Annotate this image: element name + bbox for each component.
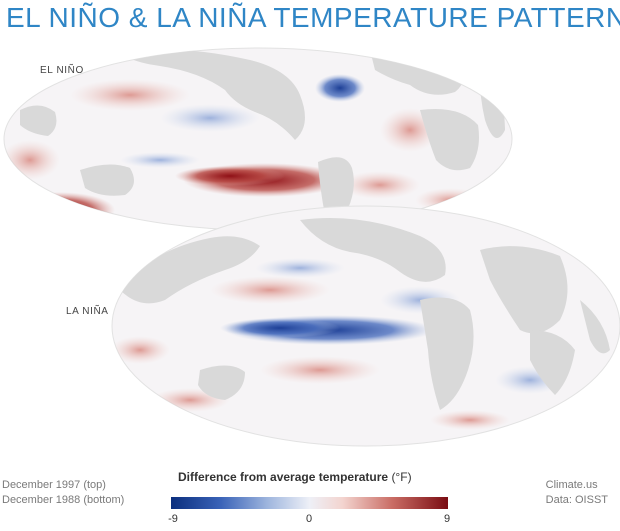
bottom-map-date: December 1988 (bottom) [2,494,125,506]
legend-title-text: Difference from average temperature [178,470,389,484]
legend-tick-zero: 0 [305,513,313,525]
legend-title: Difference from average temperature (°F) [178,470,412,484]
credits: Climate.us Data: OISST [546,478,608,508]
top-map-date: December 1997 (top) [2,479,106,491]
la-nina-map [111,205,620,447]
legend-tick-max: 9 [443,513,451,525]
date-notes: December 1997 (top) December 1988 (botto… [2,478,124,508]
page-title: EL NIÑO & LA NIÑA TEMPERATURE PATTERNS [6,2,620,33]
source-credit: Climate.us [545,479,598,491]
legend-unit: (°F) [391,470,412,484]
legend-color-scale [171,497,448,509]
el-nino-label: EL NIÑO [40,65,84,76]
data-credit: Data: OISST [545,494,608,506]
legend-tick-min: -9 [168,513,178,525]
la-nina-label: LA NIÑA [66,306,109,317]
